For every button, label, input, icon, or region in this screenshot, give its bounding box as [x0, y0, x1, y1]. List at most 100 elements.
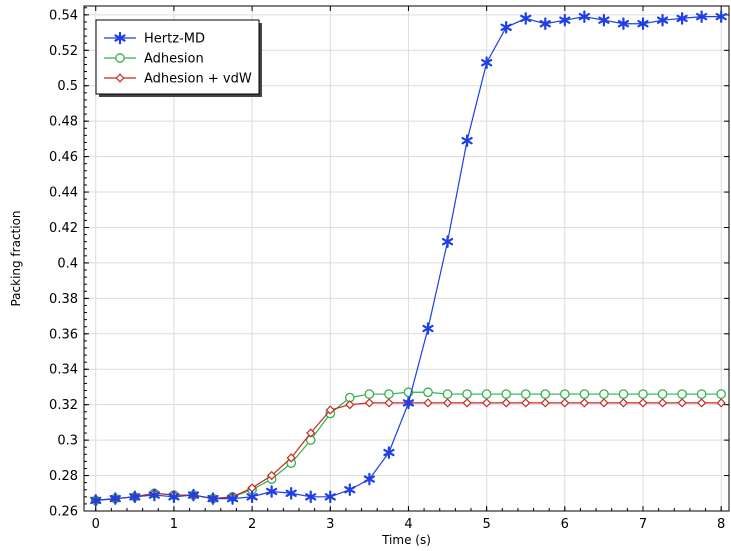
circle-marker [677, 389, 687, 399]
y-tick-label: 0.46 [49, 150, 78, 165]
circle-marker [442, 389, 453, 399]
plot-frame [83, 5, 730, 512]
diamond-marker [579, 398, 590, 408]
x-tick-label: 8 [717, 517, 725, 532]
legend-items: Hertz-MD Adhesion Adhesion + vdW [104, 32, 252, 87]
asterisk-marker [305, 490, 317, 504]
circle-marker [384, 389, 394, 399]
asterisk-marker [344, 483, 356, 497]
asterisk-marker [578, 10, 590, 23]
asterisk-marker [481, 56, 493, 70]
legend-item: Adhesion [104, 52, 204, 67]
diamond-marker [306, 428, 316, 438]
x-tick-label: 4 [404, 517, 412, 532]
circle-marker [638, 389, 648, 399]
asterisk-marker [402, 396, 415, 410]
circle-marker [599, 389, 609, 399]
circle-marker [716, 389, 727, 399]
circle-marker [423, 387, 433, 398]
y-tick-label: 0.5 [57, 79, 78, 94]
circle-marker [115, 53, 125, 63]
asterisk-marker [500, 20, 512, 34]
y-tick-label: 0.52 [49, 44, 78, 59]
y-tick-label: 0.54 [49, 8, 78, 23]
x-tick-label: 7 [639, 517, 647, 532]
diamond-marker [115, 73, 125, 83]
diamond-marker [638, 398, 648, 408]
asterisk-marker [285, 486, 297, 500]
asterisk-marker [266, 485, 278, 498]
diamond-marker [266, 470, 277, 481]
y-tick-label: 0.48 [49, 115, 78, 130]
x-tick-label: 5 [482, 517, 490, 532]
diamond-marker [521, 398, 531, 408]
y-tick-label: 0.26 [49, 505, 78, 520]
circle-marker [540, 389, 551, 399]
circle-marker [657, 389, 668, 399]
asterisk-marker [617, 17, 630, 31]
legend-item: Adhesion + vdW [104, 72, 252, 87]
y-tick-label: 0.42 [49, 221, 78, 236]
diamond-marker [657, 398, 668, 408]
diamond-marker [599, 398, 609, 408]
y-tick-label: 0.38 [49, 292, 78, 307]
circle-marker [696, 389, 707, 399]
circle-marker [618, 389, 629, 399]
y-tick-label: 0.4 [57, 256, 78, 271]
asterisk-marker [539, 17, 551, 31]
asterisk-marker [441, 235, 454, 248]
asterisk-marker [715, 10, 727, 23]
asterisk-marker [559, 13, 571, 27]
x-tick-label: 2 [248, 517, 256, 532]
y-tick-label: 0.32 [49, 398, 78, 413]
series-hertz-md [90, 10, 727, 507]
diamond-marker [442, 398, 453, 408]
diamond-marker [286, 453, 296, 463]
x-tick-label: 6 [561, 517, 569, 532]
diamond-marker [716, 398, 726, 408]
asterisk-marker [676, 12, 688, 25]
asterisk-marker [129, 490, 141, 504]
diamond-marker [325, 405, 335, 415]
asterisk-marker [114, 31, 126, 45]
y-tick-label: 0.34 [49, 363, 78, 378]
circle-marker [462, 389, 472, 399]
diamond-marker [540, 398, 550, 408]
legend-label: Adhesion + vdW [144, 72, 252, 87]
asterisk-marker [598, 13, 610, 27]
x-tick-label: 1 [170, 517, 178, 532]
diamond-marker [696, 398, 707, 408]
diamond-marker [462, 398, 472, 408]
diamond-marker [364, 398, 375, 408]
diamond-marker [423, 398, 433, 408]
legend-label: Adhesion [144, 52, 204, 67]
asterisk-marker [324, 490, 336, 504]
asterisk-marker [696, 10, 708, 23]
diamond-marker [618, 398, 629, 408]
asterisk-marker [363, 472, 375, 486]
legend-item: Hertz-MD [104, 32, 205, 47]
axis-ticks: 0 1 2 3 4 5 6 7 8 0.26 0.28 0.3 0.32 0.34 0.36 0.38 0.4 0… [49, 6, 729, 532]
y-axis-title: Packing fraction [9, 210, 23, 306]
circle-marker [559, 389, 570, 399]
circle-marker [579, 389, 590, 399]
circle-marker [501, 389, 512, 399]
asterisk-marker [148, 488, 160, 502]
diamond-marker [384, 398, 394, 408]
asterisk-marker [187, 488, 200, 502]
asterisk-marker [637, 17, 649, 31]
x-tick-label: 3 [326, 517, 334, 532]
legend: Hertz-MD Adhesion Adhesion + vdW [95, 19, 262, 97]
diamond-marker [677, 398, 687, 408]
asterisk-marker [90, 494, 102, 507]
diamond-marker [345, 400, 355, 410]
asterisk-marker [207, 492, 219, 505]
y-tick-label: 0.36 [49, 327, 78, 342]
circle-marker [481, 389, 492, 399]
y-tick-label: 0.44 [49, 186, 78, 201]
asterisk-marker [226, 492, 239, 505]
asterisk-marker [520, 12, 532, 25]
asterisk-marker [246, 490, 258, 504]
series-group [90, 10, 727, 507]
